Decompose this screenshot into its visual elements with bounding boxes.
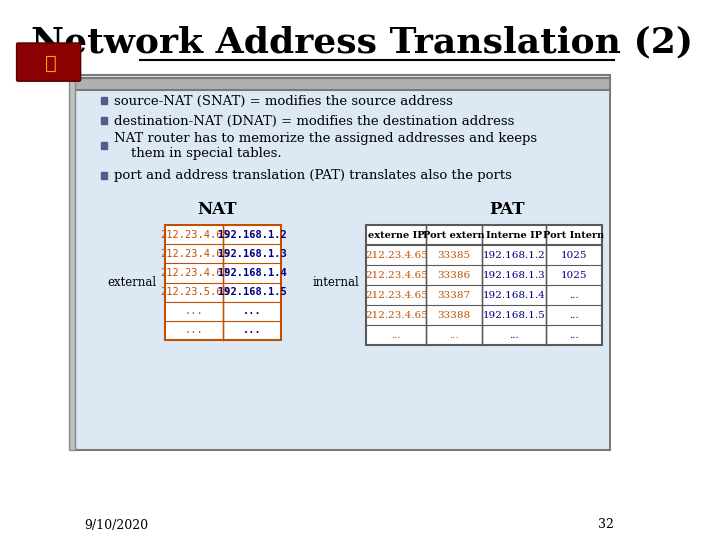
Text: 33386: 33386 — [438, 271, 471, 280]
Text: ...: ... — [569, 330, 579, 340]
Text: 9/10/2020: 9/10/2020 — [84, 518, 148, 531]
Bar — [166, 225, 281, 340]
Text: 212.23.4.66: 212.23.4.66 — [160, 249, 228, 259]
Text: NAT: NAT — [197, 201, 236, 219]
Text: port and address translation (PAT) translates also the ports: port and address translation (PAT) trans… — [114, 170, 512, 183]
Bar — [101, 117, 107, 124]
Text: 212.23.5.68: 212.23.5.68 — [160, 287, 228, 297]
Text: 212.23.4.65: 212.23.4.65 — [365, 291, 428, 300]
Bar — [101, 97, 107, 104]
Text: 192.168.1.5: 192.168.1.5 — [482, 310, 545, 320]
Text: external: external — [107, 276, 157, 289]
Text: source-NAT (SNAT) = modifies the source address: source-NAT (SNAT) = modifies the source … — [114, 94, 453, 107]
Text: 192.168.1.4: 192.168.1.4 — [217, 268, 287, 278]
Text: NAT router has to memorize the assigned addresses and keeps
    them in special : NAT router has to memorize the assigned … — [114, 132, 537, 160]
Text: 1025: 1025 — [560, 271, 587, 280]
Bar — [101, 142, 107, 149]
Text: externe IP: externe IP — [368, 231, 425, 240]
Text: 33387: 33387 — [438, 291, 471, 300]
Text: ...: ... — [243, 326, 261, 335]
FancyBboxPatch shape — [76, 75, 610, 450]
Text: 192.168.1.3: 192.168.1.3 — [482, 271, 545, 280]
Text: 1025: 1025 — [560, 251, 587, 260]
Bar — [101, 172, 107, 179]
Text: ...: ... — [569, 310, 579, 320]
Text: ...: ... — [185, 326, 204, 335]
Text: 192.168.1.5: 192.168.1.5 — [217, 287, 287, 297]
Text: 🔥: 🔥 — [45, 54, 56, 73]
Text: 33385: 33385 — [438, 251, 471, 260]
Text: ...: ... — [392, 330, 401, 340]
Text: Port extern: Port extern — [423, 231, 485, 240]
Text: 212.23.4.65: 212.23.4.65 — [365, 271, 428, 280]
Text: ...: ... — [185, 306, 204, 316]
FancyBboxPatch shape — [17, 43, 81, 81]
Text: PAT: PAT — [490, 201, 525, 219]
Text: 212.23.4.65: 212.23.4.65 — [365, 251, 428, 260]
Text: internal: internal — [313, 276, 360, 289]
Text: 192.168.1.3: 192.168.1.3 — [217, 249, 287, 259]
Text: ...: ... — [509, 330, 518, 340]
Text: 32: 32 — [598, 518, 614, 531]
Text: ...: ... — [449, 330, 459, 340]
Bar — [366, 225, 601, 345]
Bar — [68, 75, 76, 450]
Text: 212.23.4.67: 212.23.4.67 — [160, 268, 228, 278]
Bar — [76, 78, 610, 90]
Text: Interne IP: Interne IP — [486, 231, 542, 240]
Text: destination-NAT (DNAT) = modifies the destination address: destination-NAT (DNAT) = modifies the de… — [114, 114, 514, 127]
Text: 33388: 33388 — [438, 310, 471, 320]
Text: Network Address Translation (2): Network Address Translation (2) — [31, 25, 693, 59]
Text: ...: ... — [569, 291, 579, 300]
Text: ...: ... — [243, 306, 261, 316]
Text: 192.168.1.2: 192.168.1.2 — [217, 230, 287, 240]
Text: 212.23.4.65: 212.23.4.65 — [160, 230, 228, 240]
Text: 192.168.1.2: 192.168.1.2 — [482, 251, 545, 260]
Text: Port Intern: Port Intern — [543, 231, 604, 240]
Text: 192.168.1.4: 192.168.1.4 — [482, 291, 545, 300]
Text: 212.23.4.65: 212.23.4.65 — [365, 310, 428, 320]
